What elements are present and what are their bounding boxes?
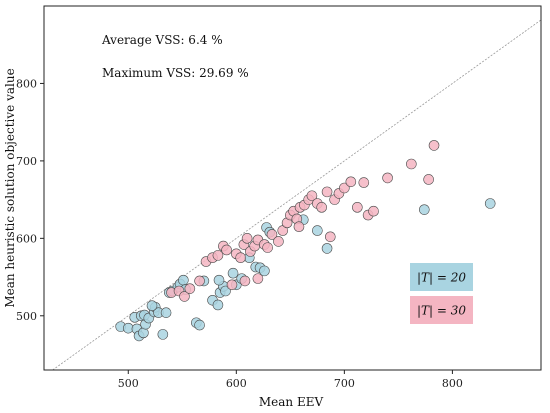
data-point-series-2 — [262, 242, 273, 253]
data-point-series-2 — [368, 205, 379, 217]
y-axis-ticks: 500 600 700 800 — [16, 77, 44, 323]
data-point-series-1 — [146, 300, 158, 312]
y-tick-label: 700 — [16, 155, 37, 168]
data-point-series-2 — [325, 231, 336, 243]
data-point-series-2 — [241, 233, 253, 244]
annotation-maximum-vss: Maximum VSS: 29.69 % — [102, 66, 249, 80]
annotation-average-vss: Average VSS: 6.4 % — [101, 33, 223, 47]
data-point-series-1 — [484, 198, 496, 209]
data-point-series-1 — [213, 274, 225, 286]
data-point-series-2 — [221, 244, 232, 256]
data-point-series-2 — [306, 190, 318, 202]
data-points — [115, 140, 496, 342]
reference-diagonal-line — [52, 19, 542, 371]
data-point-series-1 — [160, 307, 172, 318]
data-point-series-2 — [194, 275, 205, 287]
y-tick-label: 600 — [16, 232, 37, 245]
data-point-series-2 — [358, 177, 370, 188]
legend-swatch-t20 — [410, 263, 473, 291]
data-point-series-2 — [352, 202, 363, 213]
data-point-series-2 — [266, 229, 278, 240]
legend-entry-t20: |T| = 20 — [410, 263, 473, 291]
y-axis-label: Mean heuristic solution objective value — [3, 68, 17, 307]
data-point-series-1 — [212, 299, 224, 311]
y-tick-label: 500 — [16, 310, 37, 323]
data-point-series-2 — [212, 250, 224, 261]
data-point-series-2 — [382, 172, 393, 184]
data-point-series-2 — [273, 236, 284, 247]
data-point-series-2 — [239, 275, 251, 287]
data-point-series-2 — [321, 186, 333, 198]
data-point-series-2 — [293, 221, 305, 233]
data-point-series-2 — [406, 158, 417, 170]
x-tick-label: 700 — [334, 377, 355, 390]
x-tick-label: 600 — [226, 377, 247, 390]
legend-label-t20: |T| = 20 — [417, 271, 466, 285]
x-tick-label: 800 — [442, 377, 463, 390]
data-point-series-1 — [259, 265, 270, 277]
x-axis-label: Mean EEV — [259, 395, 324, 409]
x-axis-ticks: 500 600 700 800 — [118, 370, 463, 390]
legend: |T| = 20 |T| = 30 — [410, 263, 473, 324]
data-point-series-2 — [226, 279, 238, 291]
data-point-series-2 — [423, 174, 434, 185]
data-point-series-2 — [316, 202, 327, 213]
legend-swatch-t30 — [410, 296, 473, 324]
x-tick-label: 500 — [118, 377, 139, 390]
legend-entry-t30: |T| = 30 — [410, 296, 473, 324]
data-point-series-1 — [194, 319, 205, 331]
data-point-series-2 — [252, 273, 264, 284]
legend-label-t30: |T| = 30 — [417, 304, 466, 318]
data-point-series-2 — [345, 176, 357, 188]
data-point-series-2 — [339, 182, 350, 194]
data-point-series-1 — [419, 204, 430, 215]
data-point-series-1 — [227, 267, 239, 279]
data-point-series-1 — [157, 329, 169, 340]
plot-frame — [43, 5, 542, 371]
data-point-series-1 — [312, 225, 323, 236]
data-point-series-2 — [235, 252, 246, 264]
data-point-series-1 — [321, 243, 333, 254]
data-point-series-1 — [220, 285, 231, 297]
data-point-series-2 — [184, 283, 196, 294]
data-point-series-2 — [428, 140, 440, 151]
data-point-series-2 — [179, 291, 190, 302]
diagonal-line — [52, 19, 542, 371]
y-tick-label: 800 — [16, 77, 37, 90]
data-point-series-1 — [178, 274, 189, 286]
